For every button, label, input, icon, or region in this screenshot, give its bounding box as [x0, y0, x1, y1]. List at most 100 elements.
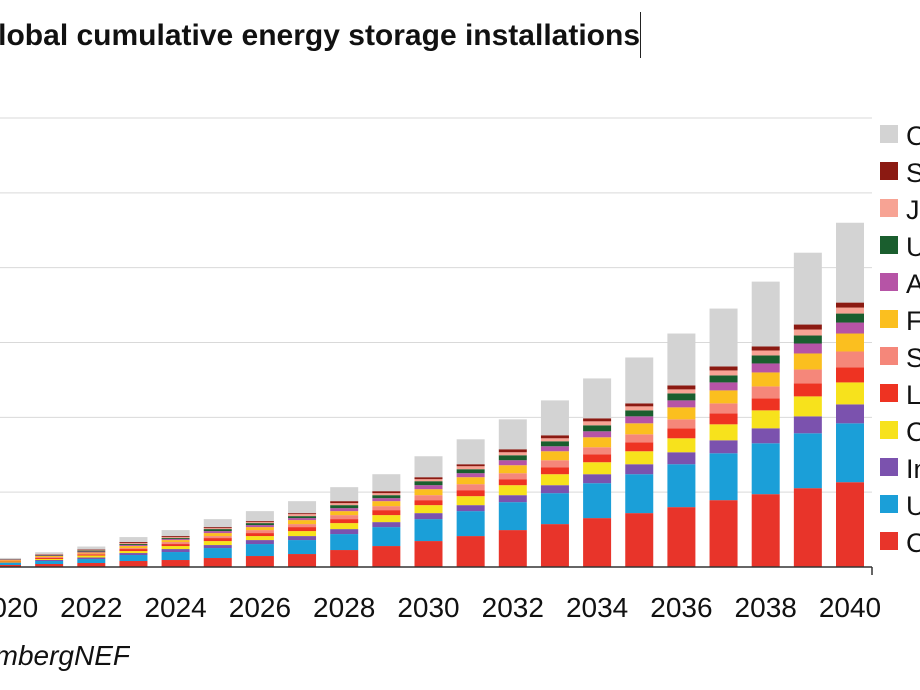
bar-segment: [35, 557, 64, 559]
bar-segment: [35, 558, 64, 560]
bar-segment: [161, 540, 190, 543]
bar-segment: [456, 484, 485, 491]
bar-segment: [161, 560, 190, 567]
bar-segment: [836, 307, 864, 314]
bar-segment: [203, 558, 232, 567]
text-cursor: [640, 12, 641, 58]
bar-segment: [372, 491, 401, 494]
bar-segment: [35, 560, 64, 562]
bar-segment: [330, 534, 359, 551]
bar-segment: [288, 514, 317, 517]
bar-segment: [793, 396, 822, 417]
bar-segment: [77, 559, 106, 564]
bar-segment: [751, 410, 780, 429]
bar-segment: [583, 425, 612, 432]
bar-segment: [161, 530, 190, 537]
bar-segment: [793, 329, 822, 336]
bar-segment: [751, 386, 780, 399]
x-tick-label: 2024: [144, 592, 206, 623]
bar-segment: [330, 529, 359, 535]
bar-segment: [203, 527, 232, 529]
legend-label: U: [906, 491, 920, 521]
legend-swatch: [880, 125, 898, 143]
bar-segment: [203, 545, 232, 549]
bar-segment: [456, 490, 485, 497]
bar-segment: [203, 531, 232, 534]
bar-segment: [456, 536, 485, 567]
bar-segment: [372, 498, 401, 502]
bar-segment: [77, 557, 106, 560]
bar-segment: [498, 419, 527, 450]
bar-segment: [330, 487, 359, 502]
bar-segment: [372, 506, 401, 511]
bar-segment: [583, 447, 612, 455]
bar-segment: [77, 563, 106, 567]
bar-segment: [583, 474, 612, 484]
bar-segment: [583, 437, 612, 448]
bar-segment: [709, 453, 738, 501]
bar-segment: [330, 550, 359, 567]
bar-segment: [667, 407, 696, 420]
legend-swatch: [880, 458, 898, 476]
bar-segment: [0, 565, 21, 567]
bar-segment: [0, 557, 21, 559]
legend-label: J: [906, 195, 920, 225]
bar-segment: [330, 501, 359, 504]
bar-segment: [161, 552, 190, 561]
bar-segment: [414, 481, 443, 486]
bar-segment: [625, 434, 654, 443]
x-tick-label: 2040: [819, 592, 881, 623]
bar-segment: [498, 495, 527, 503]
bar-segment: [540, 524, 569, 567]
source-note: Source: BloombergNEF: [0, 640, 130, 671]
bar-segment: [245, 522, 274, 524]
bar-segment: [77, 554, 106, 556]
bar-segment: [414, 519, 443, 542]
legend-label: In: [906, 454, 920, 484]
bar-segment: [540, 493, 569, 525]
legend-swatch: [880, 495, 898, 513]
bar-segment: [793, 353, 822, 370]
bar-segment: [414, 479, 443, 482]
x-tick-label: 2026: [229, 592, 291, 623]
bar-segment: [203, 529, 232, 532]
bar-segment: [161, 546, 190, 550]
legend-swatch: [880, 421, 898, 439]
bar-segment: [667, 389, 696, 394]
bar-segment: [751, 350, 780, 356]
bar-segment: [414, 500, 443, 506]
bar-segment: [288, 554, 317, 567]
bar-segment: [667, 428, 696, 439]
legend-label: U: [906, 232, 920, 262]
bar-segment: [203, 548, 232, 559]
bar-segment: [77, 546, 106, 550]
x-tick-label: 2036: [650, 592, 712, 623]
bar-segment: [625, 451, 654, 465]
bar-segment: [0, 563, 21, 566]
bar-segment: [414, 505, 443, 514]
bar-segment: [414, 456, 443, 478]
bar-segment: [203, 536, 232, 539]
bar-segment: [456, 439, 485, 465]
bar-segment: [751, 363, 780, 373]
bar-segment: [245, 544, 274, 557]
bar-segment: [498, 485, 527, 496]
legend-label: S: [906, 343, 920, 373]
bar-segment: [836, 367, 864, 383]
bar-segment: [625, 406, 654, 411]
legend-swatch: [880, 236, 898, 254]
legend-swatch: [880, 162, 898, 180]
bar-segment: [709, 382, 738, 391]
bar-segment: [709, 370, 738, 376]
bar-segment: [540, 467, 569, 475]
bar-segment: [625, 423, 654, 435]
bar-segment: [540, 441, 569, 447]
bar-segment: [245, 511, 274, 522]
legend-swatch: [880, 273, 898, 291]
bar-segment: [751, 398, 780, 411]
bar-segment: [625, 442, 654, 452]
bar-segment: [583, 378, 612, 419]
bar-segment: [414, 477, 443, 480]
bar-segment: [372, 546, 401, 567]
